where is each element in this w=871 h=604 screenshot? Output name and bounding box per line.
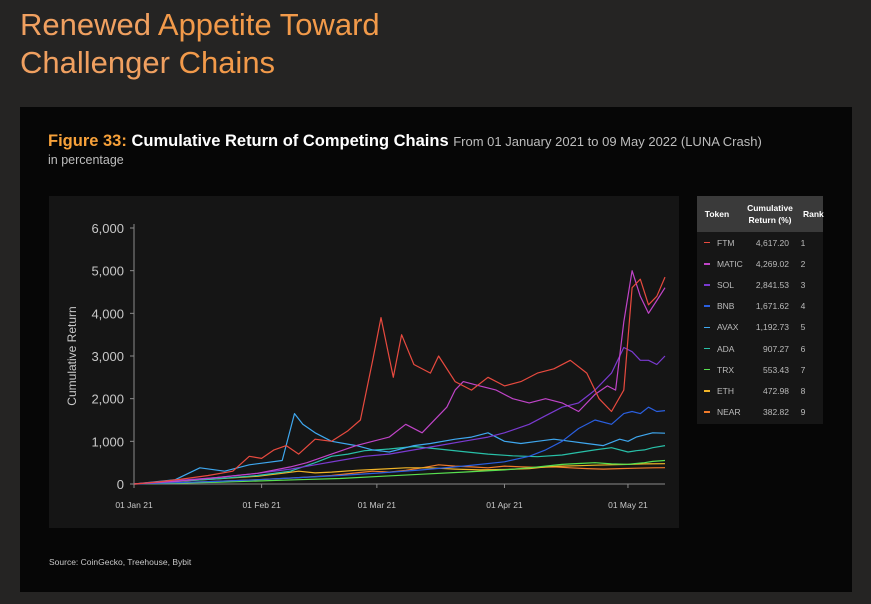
legend-row-trx: TRX 553.43 7 [697, 359, 823, 380]
series-line-ftm [133, 276, 666, 485]
legend-token-name: SOL [717, 279, 735, 290]
series-line-ada [133, 445, 666, 485]
title-word-chains: Chains [178, 45, 276, 80]
x-tick-label: 01 Feb 21 [242, 500, 281, 510]
legend-swatch [704, 284, 710, 286]
y-tick-label: 1,000 [91, 434, 124, 449]
legend-return-value: 1,192.73 [755, 322, 789, 333]
legend-rank: 1 [800, 237, 806, 248]
legend-row-avax: AVAX 1,192.73 5 [697, 317, 823, 338]
legend-swatch [704, 368, 710, 371]
y-tick-label: 4,000 [91, 306, 124, 321]
legend-table: Token Cumulative Return (%) Rank FTM 4,61… [697, 196, 824, 424]
legend-return-value: 472.98 [763, 385, 789, 396]
legend-row-bnb: BNB 1,671.62 4 [697, 296, 823, 317]
legend-rank: 2 [800, 258, 806, 269]
figure-date-range: From 01 January 2021 to 09 May 2022 (LUN… [453, 134, 762, 149]
legend-token-name: BNB [717, 301, 735, 312]
legend-rank: 4 [800, 301, 806, 312]
legend-header-return: Cumulative Return (%) [737, 202, 803, 226]
legend-row-eth: ETH 472.98 8 [697, 380, 823, 401]
legend-row-matic: MATIC 4,269.02 2 [697, 253, 823, 274]
legend-swatch [704, 326, 710, 329]
legend-rank: 5 [800, 322, 806, 333]
y-tick-label: 6,000 [91, 221, 124, 236]
x-tick-label: 01 Mar 21 [358, 500, 397, 510]
figure-subtitle: in percentage [48, 153, 124, 167]
legend-token-name: AVAX [717, 322, 739, 333]
legend-return-value: 907.27 [763, 343, 789, 354]
figure-heading: Figure 33: Cumulative Return of Competin… [48, 132, 762, 151]
x-tick-label: 01 May 21 [608, 500, 648, 510]
line-chart-area: 0 1,000 2,000 3,000 4,000 5,000 6,000 01 Jan 21… [49, 196, 679, 528]
legend-header-token: Token [704, 209, 730, 219]
y-tick-label: 2,000 [91, 392, 124, 407]
x-tick-label: 01 Jan 21 [115, 500, 153, 510]
legend-swatch [704, 411, 710, 413]
series-line-sol [133, 346, 666, 485]
legend-return-value: 4,617.20 [755, 237, 789, 248]
title-word-challenger: Challenger [20, 45, 170, 80]
page-title: Renewed Appetite Toward Challenger Chain… [20, 6, 380, 82]
legend-swatch [704, 347, 710, 350]
y-tick-label: 5,000 [91, 264, 124, 279]
legend-swatch [704, 390, 710, 392]
legend-rank: 7 [800, 364, 806, 375]
y-axis-label: Cumulative Return [65, 306, 79, 405]
legend-swatch [704, 305, 710, 307]
legend-token-name: ADA [717, 343, 735, 354]
figure-panel: Figure 33: Cumulative Return of Competin… [20, 107, 852, 592]
legend-return-value: 553.43 [763, 364, 789, 375]
legend-return-value: 382.82 [763, 407, 789, 418]
legend-row-sol: SOL 2,841.53 3 [697, 274, 823, 295]
figure-title: Cumulative Return of Competing Chains [131, 132, 449, 150]
series-line-bnb [133, 406, 666, 485]
legend-token-name: FTM [717, 237, 735, 248]
legend-token-name: ETH [717, 385, 734, 396]
legend-rank: 3 [800, 279, 806, 290]
legend-token-name: MATIC [717, 258, 743, 269]
title-words-appetite: Appetite Toward [157, 7, 380, 42]
legend-row-ada: ADA 907.27 6 [697, 338, 823, 359]
legend-header-return-line1: Cumulative [747, 203, 793, 213]
legend-rows: FTM 4,617.20 1 MATIC 4,269.02 2 SOL 2,841.53 3 BN… [697, 232, 823, 423]
legend-rank: 8 [800, 385, 806, 396]
y-tick-label: 0 [117, 477, 124, 492]
legend-header-rank: Rank [803, 209, 824, 219]
legend-header: Token Cumulative Return (%) Rank [697, 196, 824, 232]
y-tick-label: 3,000 [91, 349, 124, 364]
legend-rank: 6 [800, 343, 806, 354]
legend-return-value: 2,841.53 [755, 279, 789, 290]
legend-return-value: 1,671.62 [755, 301, 789, 312]
legend-return-value: 4,269.02 [755, 258, 789, 269]
legend-row-ftm: FTM 4,617.20 1 [697, 232, 823, 253]
legend-header-return-line2: Return (%) [748, 215, 792, 225]
line-chart: 0 1,000 2,000 3,000 4,000 5,000 6,000 01 Jan 21… [65, 221, 666, 510]
legend-swatch [704, 263, 710, 265]
x-tick-label: 01 Apr 21 [486, 500, 523, 510]
legend-rank: 9 [800, 407, 806, 418]
legend-row-near: NEAR 382.82 9 [697, 402, 823, 423]
legend-swatch [704, 241, 710, 244]
legend-token-name: TRX [717, 364, 734, 375]
series-line-matic [133, 270, 666, 485]
source-note: Source: CoinGecko, Treehouse, Bybit [49, 557, 192, 567]
series-line-trx [133, 459, 666, 485]
figure-number: Figure 33: [48, 132, 127, 150]
series-line-avax [133, 413, 666, 485]
title-word-renewed: Renewed [20, 7, 151, 42]
legend-token-name: NEAR [717, 407, 741, 418]
